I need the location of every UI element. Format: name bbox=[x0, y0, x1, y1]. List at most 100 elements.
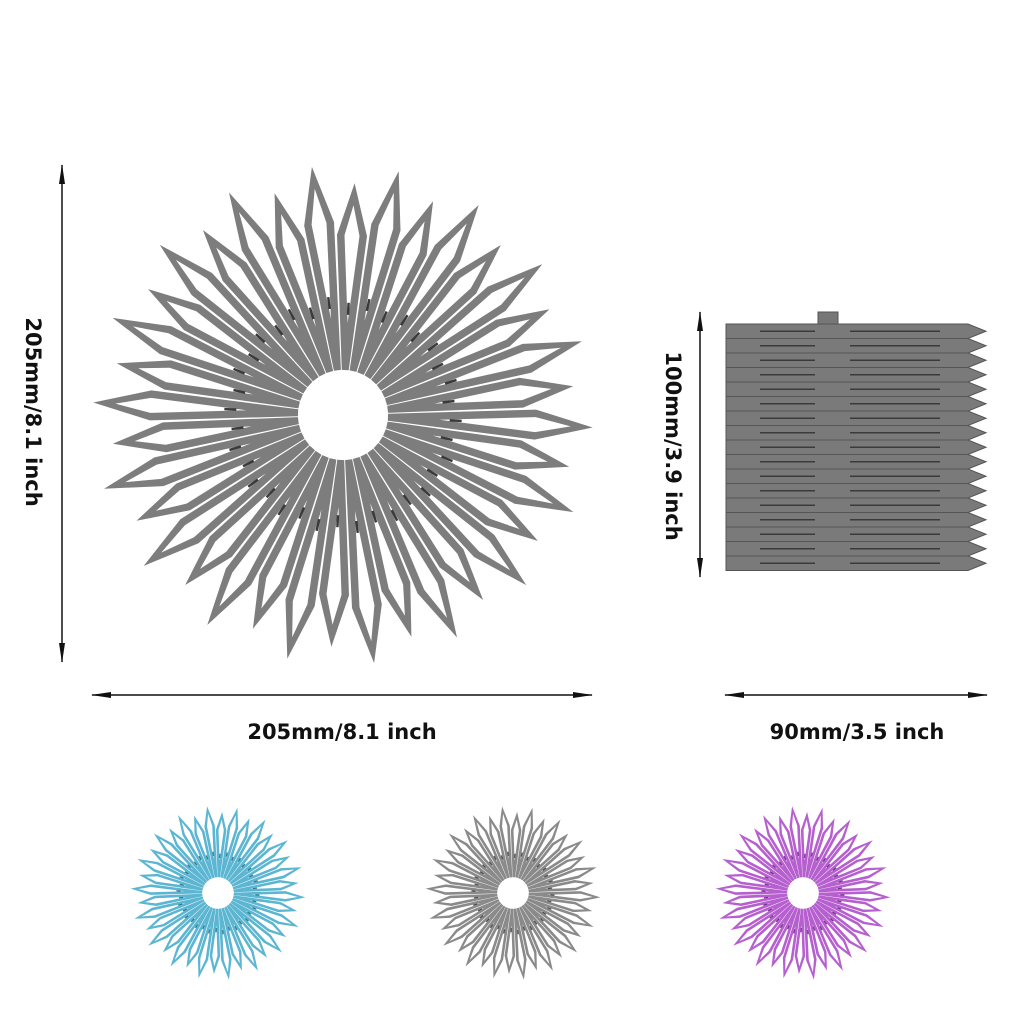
petal-gap bbox=[156, 853, 191, 876]
petal-gap bbox=[225, 815, 236, 860]
petal-slot bbox=[365, 298, 371, 312]
width-label: 90mm/3.5 inch bbox=[770, 720, 945, 744]
petal-gap bbox=[827, 916, 862, 948]
petal-gap bbox=[200, 926, 211, 971]
petal-slot bbox=[179, 876, 184, 879]
petal-slot bbox=[242, 459, 255, 468]
petal-gap bbox=[326, 507, 342, 625]
petal-gap bbox=[146, 876, 187, 886]
petal-gap bbox=[731, 876, 772, 886]
petal-gap bbox=[115, 397, 247, 413]
petal-slot bbox=[783, 855, 787, 860]
petal-gap bbox=[433, 887, 480, 893]
petal-gap bbox=[469, 921, 495, 960]
petal-slot bbox=[184, 871, 189, 875]
petal-slot bbox=[780, 924, 784, 929]
petal-gap bbox=[250, 869, 295, 883]
petal-gap bbox=[544, 906, 587, 924]
petal-slot bbox=[526, 856, 529, 861]
petal-gap bbox=[154, 913, 191, 942]
petal-gap bbox=[781, 822, 794, 863]
petal-slot bbox=[807, 930, 809, 935]
petal-gap bbox=[741, 853, 776, 876]
petal-gap bbox=[803, 819, 809, 861]
petal-slot bbox=[427, 342, 439, 352]
petal-gap bbox=[439, 417, 571, 433]
petal-slot bbox=[308, 307, 315, 320]
petal-gap bbox=[250, 882, 291, 889]
petal-gap bbox=[281, 214, 316, 327]
petal-slot bbox=[790, 855, 794, 860]
petal-gap bbox=[830, 910, 865, 933]
petal-slot bbox=[274, 324, 284, 336]
petal-gap bbox=[432, 452, 554, 504]
petal-gap bbox=[249, 906, 292, 924]
petal-gap bbox=[540, 910, 575, 933]
petal-gap bbox=[797, 925, 803, 967]
petal-slot bbox=[832, 867, 837, 871]
petal-slot bbox=[402, 494, 412, 506]
petal-gap bbox=[364, 192, 394, 321]
petal-gap bbox=[218, 819, 224, 861]
petal-gap bbox=[230, 825, 247, 864]
petal-slot bbox=[812, 926, 816, 931]
petal-gap bbox=[545, 882, 586, 889]
petal-gap bbox=[484, 922, 501, 961]
petal-slot bbox=[823, 920, 828, 925]
petal-slot bbox=[540, 918, 544, 922]
petal-gap bbox=[528, 923, 550, 964]
petal-slot bbox=[184, 915, 189, 919]
petal-gap bbox=[834, 900, 875, 910]
petal-gap bbox=[532, 918, 558, 952]
petal-gap bbox=[292, 509, 322, 638]
petal-slot bbox=[208, 929, 211, 934]
petal-gap bbox=[435, 347, 561, 387]
petal-slot bbox=[497, 925, 500, 930]
petal-gap bbox=[212, 925, 218, 967]
petal-gap bbox=[534, 839, 563, 870]
petal-slot bbox=[371, 510, 378, 523]
petal-slot bbox=[542, 911, 547, 915]
petal-gap bbox=[818, 923, 840, 964]
petal-gap bbox=[132, 326, 254, 378]
petal-gap bbox=[245, 910, 280, 933]
petal-gap bbox=[730, 897, 771, 904]
petal-slot bbox=[547, 900, 552, 903]
petal-gap bbox=[737, 907, 775, 927]
petal-gap bbox=[237, 918, 263, 952]
petal-slot bbox=[479, 915, 484, 919]
height-label: 205mm/8.1 inch bbox=[21, 317, 45, 506]
flower bbox=[425, 806, 601, 980]
petal-gap bbox=[189, 922, 206, 961]
petal-gap bbox=[398, 488, 470, 583]
petal-gap bbox=[242, 916, 277, 948]
petal-gap bbox=[236, 826, 262, 865]
petal-gap bbox=[245, 844, 282, 873]
petal-slot bbox=[233, 367, 246, 375]
petal-slot bbox=[440, 455, 453, 463]
petal-slot bbox=[431, 362, 444, 371]
petal-slot bbox=[485, 918, 490, 923]
petal-slot bbox=[249, 874, 254, 878]
petal-gap bbox=[152, 907, 190, 927]
petal-slot bbox=[819, 926, 823, 931]
petal-slot bbox=[507, 851, 509, 856]
petal-slot bbox=[234, 926, 238, 931]
petal-slot bbox=[837, 907, 842, 910]
petal-gap bbox=[495, 926, 506, 971]
petal-gap bbox=[507, 925, 513, 967]
petal-slot bbox=[473, 896, 479, 899]
petal-slot bbox=[231, 856, 234, 861]
petal-slot bbox=[536, 863, 541, 868]
petal-slot bbox=[426, 468, 439, 478]
petal-gap bbox=[759, 921, 785, 960]
petal-slot bbox=[787, 925, 790, 930]
petal-slot bbox=[202, 925, 205, 930]
petal-gap bbox=[468, 834, 494, 868]
petal-gap bbox=[196, 822, 209, 863]
width-label: 205mm/8.1 inch bbox=[247, 720, 436, 744]
petal-gap bbox=[540, 844, 577, 873]
petal-slot bbox=[764, 883, 769, 886]
petal-gap bbox=[476, 822, 498, 863]
petal-slot bbox=[178, 903, 183, 906]
